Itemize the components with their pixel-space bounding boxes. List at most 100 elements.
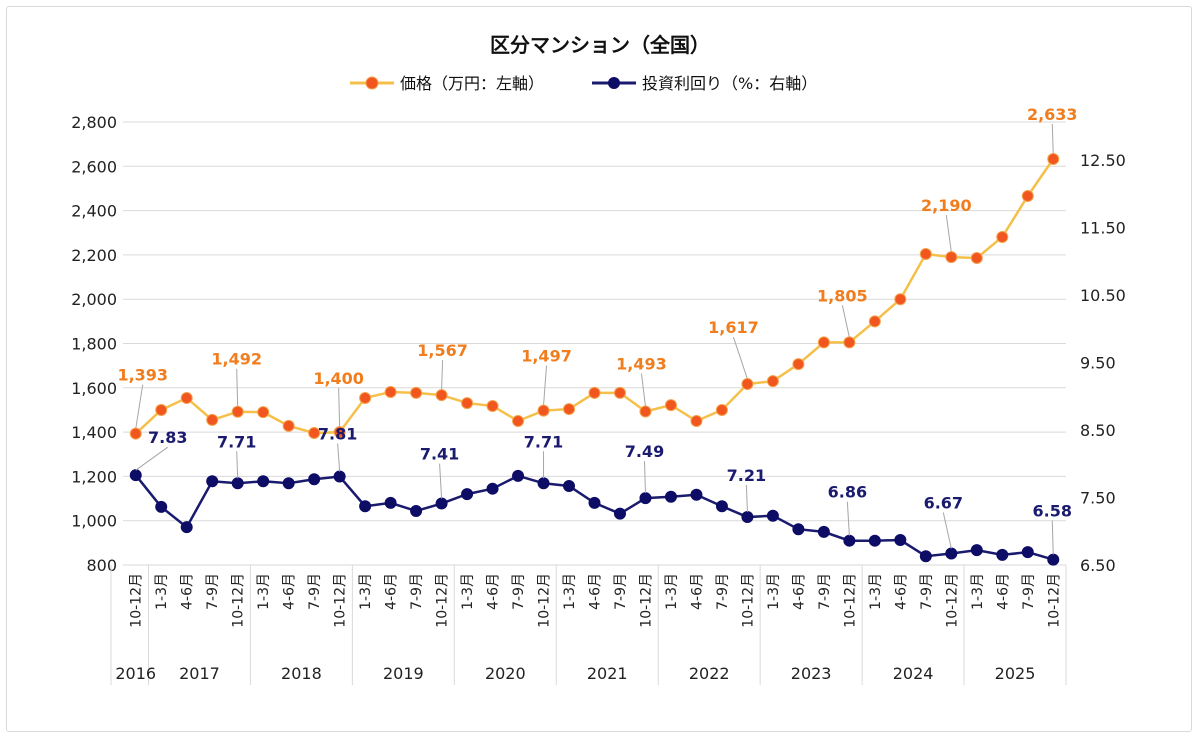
yield-data-label: 7.71 [217,432,256,451]
x-axis-tick: 1-3月 [664,573,680,610]
leader-line [745,485,748,513]
yield-point [690,488,703,501]
leader-line [732,336,748,380]
yield-point [817,525,830,538]
price-point [180,391,193,404]
yield-point [257,475,270,488]
right-axis-tick: 7.50 [1080,488,1116,507]
yield-point [129,469,142,482]
price-point [512,415,525,428]
price-point [741,378,754,391]
price-point [257,406,270,419]
price-point [129,427,142,440]
x-axis-tick: 7-9月 [205,573,221,610]
x-axis-tick: 1-3月 [256,573,272,610]
left-axis-tick: 2,400 [71,202,117,221]
right-axis-tick: 12.50 [1080,151,1126,170]
x-axis-tick: 7-9月 [817,573,833,610]
x-axis-tick: 7-9月 [715,573,731,610]
leader-line [841,305,850,338]
leader-line [439,463,443,499]
price-point [588,386,601,399]
x-axis-tick: 7-9月 [307,573,323,610]
year-label: 2016 [115,664,156,683]
price-point [435,389,448,402]
yield-point [308,473,321,486]
x-axis-tick: 7-9月 [409,573,425,610]
x-axis-tick: 1-3月 [868,573,884,610]
leader-line [337,443,341,472]
x-axis-tick: 4-6月 [282,573,298,610]
chart-title: 区分マンション（全国） [490,33,710,57]
price-point [155,403,168,416]
yield-point [359,500,372,513]
yield-data-label: 7.49 [625,442,664,461]
legend-price: 価格（万円：左軸） [400,74,544,93]
x-axis-tick: 4-6月 [180,573,196,610]
x-axis-tick: 1-3月 [970,573,986,610]
yield-point [664,490,677,503]
yield-point [384,496,397,509]
leader-line [338,388,341,428]
price-point [613,386,626,399]
price-point [766,375,779,388]
leader-line [441,360,444,391]
x-axis-tick: 7-9月 [511,573,527,610]
price-point [970,252,983,265]
x-axis-tick: 4-6月 [791,573,807,610]
price-point [664,399,677,412]
price-data-label: 1,805 [817,286,868,305]
price-point [690,415,703,428]
x-axis-tick: 4-6月 [995,573,1011,610]
yield-point [588,496,601,509]
yield-data-label: 7.21 [727,466,766,485]
legend-marker-yield [608,77,620,89]
left-axis-tick: 800 [86,556,117,575]
yield-point [996,548,1009,561]
x-axis-tick: 1-3月 [358,573,374,610]
price-data-label: 1,497 [521,347,572,366]
leader-line [942,512,952,549]
x-axis-tick: 1-3月 [154,573,170,610]
yield-point [282,477,295,490]
price-data-label: 1,567 [417,341,468,360]
price-point [206,413,219,426]
yield-point [1047,553,1060,566]
yield-point [461,488,474,501]
yield-point [333,470,346,483]
right-axis-tick: 11.50 [1080,218,1126,237]
price-data-label: 2,633 [1027,105,1078,124]
yield-point [919,550,932,563]
x-axis-tick: 10-12月 [537,573,553,628]
right-axis-tick: 8.50 [1080,421,1116,440]
price-point [868,315,881,328]
x-axis-tick: 4-6月 [384,573,400,610]
price-data-label: 1,617 [708,318,759,337]
yield-point [970,544,983,557]
left-axis-tick: 2,000 [71,290,117,309]
leader-line [945,215,952,253]
right-axis-tick: 9.50 [1080,353,1116,372]
yield-point [715,500,728,513]
x-axis-tick: 4-6月 [689,573,705,610]
yield-point [435,497,448,510]
price-point [308,426,321,439]
year-label: 2022 [689,664,730,683]
left-axis-tick: 2,200 [71,246,117,265]
left-axis-tick: 2,600 [71,157,117,176]
chart-frame [6,6,1192,732]
year-label: 2021 [587,664,628,683]
left-axis-tick: 2,800 [71,113,117,132]
leader-line [1051,123,1054,155]
yield-point [741,511,754,524]
leader-line [640,373,646,407]
yield-point [843,534,856,547]
leader-line [135,384,144,429]
leader-line [1051,520,1054,555]
yield-data-label: 6.58 [1033,502,1072,521]
x-axis-tick: 7-9月 [919,573,935,610]
price-point [486,399,499,412]
x-axis-tick: 10-12月 [842,573,858,628]
yield-point [945,547,958,560]
